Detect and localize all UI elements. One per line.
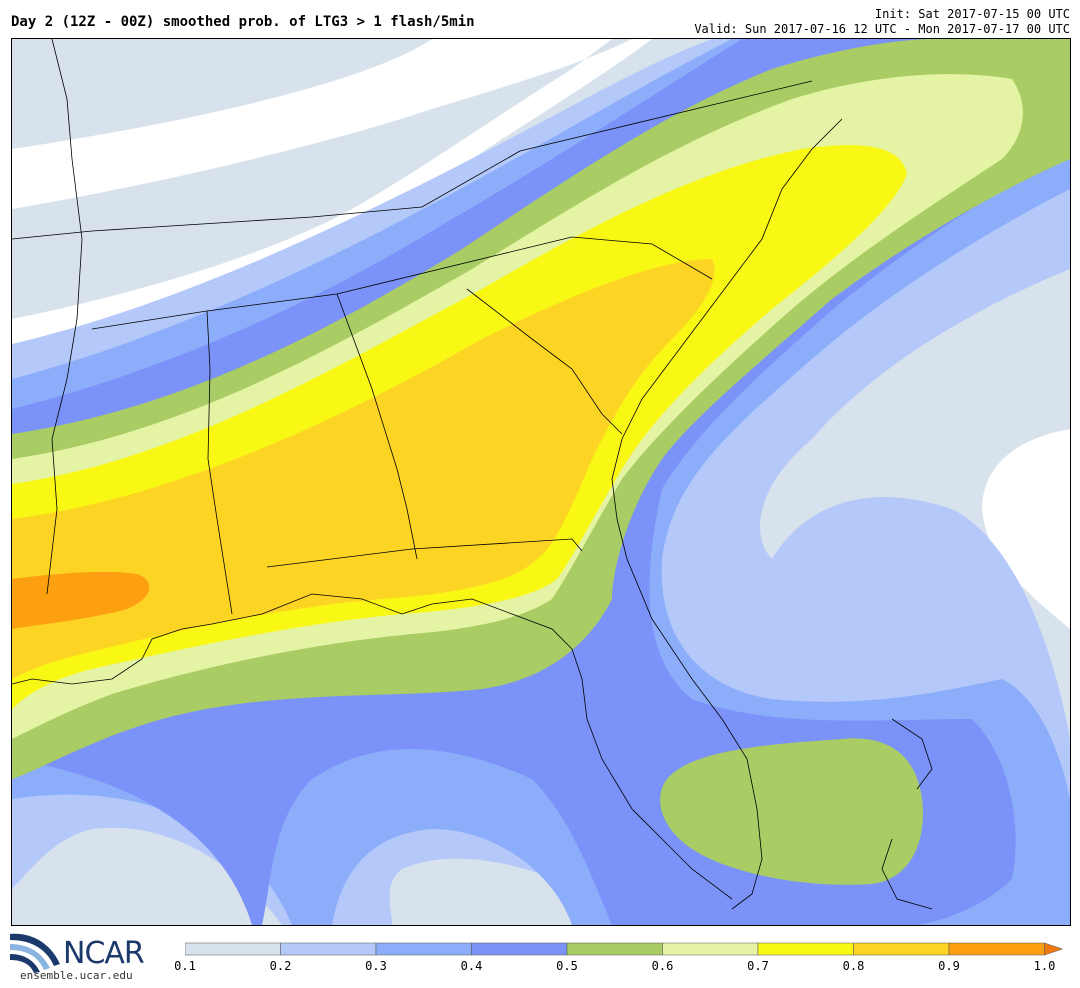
logo-url: ensemble.ucar.edu [20,969,133,982]
colorbar-swatch [662,942,759,956]
tennessee-south-line [91,236,573,330]
colorbar-tick-label: 0.8 [842,959,865,973]
colorbar-tick-label: 0.2 [269,959,292,973]
alabama-georgia-line [336,293,418,560]
probability-map [11,38,1071,926]
colorbar-swatch [566,942,663,956]
colorbar-tick-label: 0.3 [365,959,387,973]
florida-panhandle-line [266,538,583,568]
colorbar-extend-arrow [1044,942,1064,956]
colorbar-swatches [185,942,1064,956]
map-svg [12,39,1070,925]
band-p90 [12,571,150,629]
colorbar: 0.1 0.2 0.3 0.4 0.5 0.6 0.7 0.8 0.9 1.0 [174,942,1065,988]
colorbar-tick-label: 0.5 [556,959,578,973]
colorbar-tick-label: 0.1 [174,959,196,973]
atlantic-coast [611,118,843,910]
mississippi-alabama-line [206,310,233,615]
ncar-wordmark: NCAR [63,936,145,971]
colorbar-tick-label: 0.7 [747,959,769,973]
carolinas-line [571,236,713,280]
colorbar-swatch [757,942,854,956]
colorbar-swatch [280,942,377,956]
colorbar-tick-label: 0.4 [460,959,483,973]
colorbar-tick-label: 0.6 [651,959,674,973]
colorbar-swatch [948,942,1045,956]
georgia-carolina-line [466,288,623,435]
colorbar-swatch [471,942,568,956]
init-time: Init: Sat 2017-07-15 00 UTC [874,7,1070,21]
colorbar-swatch [375,942,472,956]
colorbar-tick-label: 0.9 [938,959,960,973]
gulf-coast [12,593,573,685]
map-title: Day 2 (12Z - 00Z) smoothed prob. of LTG3… [11,14,475,30]
ncar-swoosh-icon [10,933,60,973]
bahamas-outline [881,718,933,910]
band-p50-florida [660,738,923,885]
ncar-logo: NCAR ensemble.ucar.edu [10,928,160,984]
band-none-east [982,429,1070,629]
band-none-north [12,39,652,349]
mississippi-river [46,39,83,595]
colorbar-tick-label: 1.0 [1033,959,1056,973]
kentucky-tennessee-line [12,80,813,240]
band-p80 [12,259,715,679]
colorbar-swatch [185,942,281,956]
florida-west-coast [571,648,733,900]
boundaries [12,39,933,910]
colorbar-swatch [853,942,950,956]
valid-time: Valid: Sun 2017-07-16 12 UTC - Mon 2017-… [694,22,1070,36]
